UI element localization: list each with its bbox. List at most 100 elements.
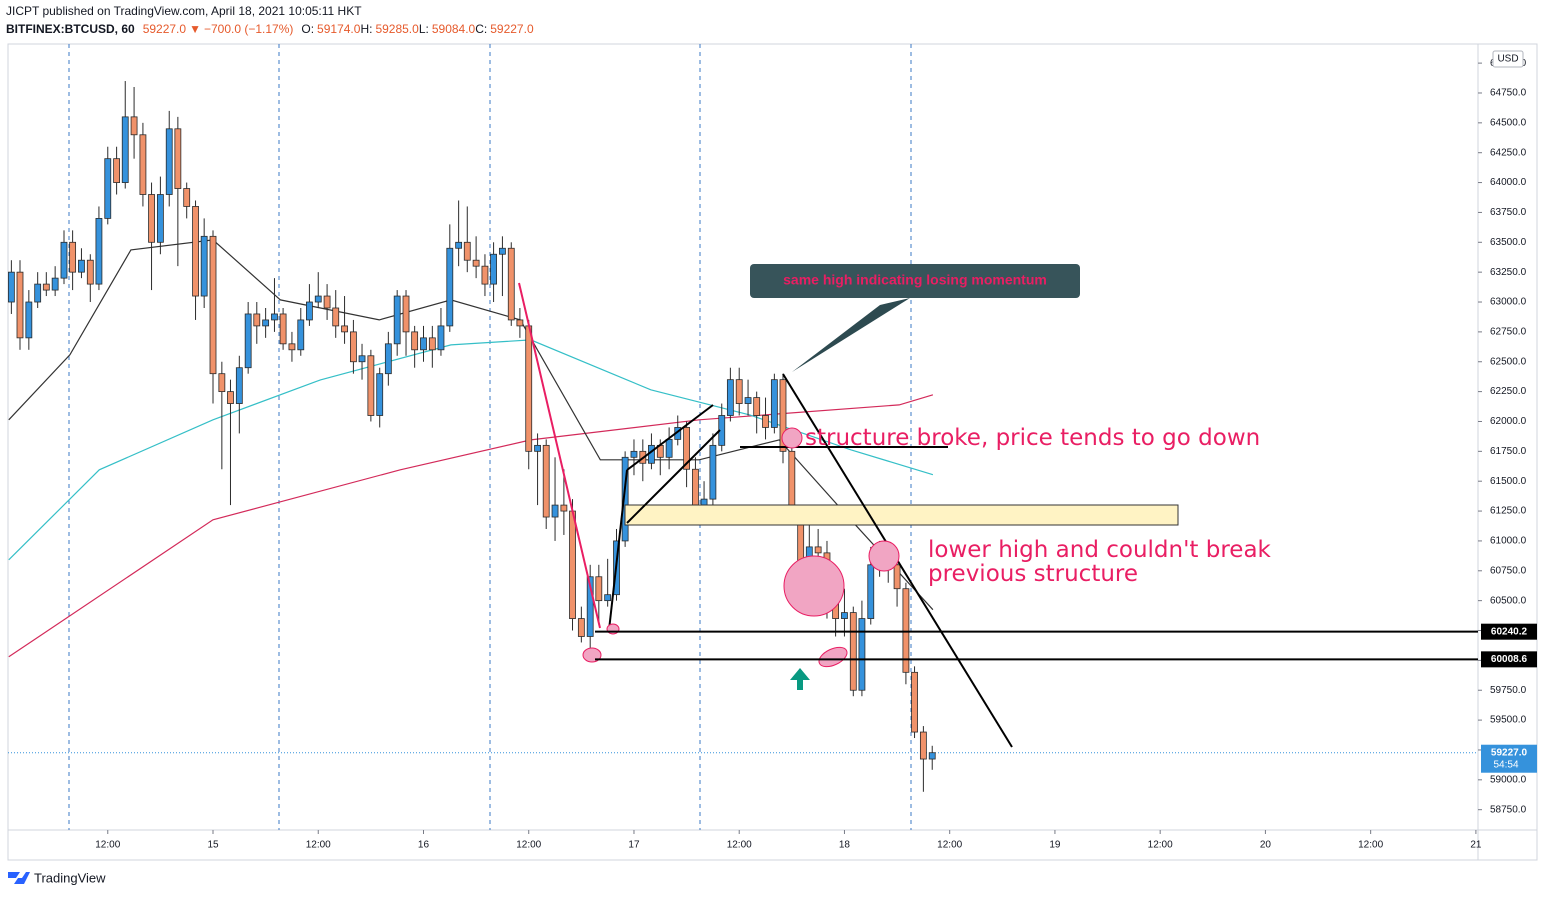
- y-tick-label: 61750.0: [1490, 446, 1527, 457]
- y-tick-label: 62000.0: [1490, 416, 1527, 427]
- candle-body: [16, 271, 24, 339]
- callout-text: same high indicating losing momentum: [783, 272, 1047, 288]
- candle-body: [420, 337, 427, 351]
- candle-body: [709, 444, 717, 500]
- candle-body: [867, 564, 875, 619]
- candle-body: [595, 576, 603, 602]
- candle-body: [78, 259, 85, 273]
- candle-body: [902, 588, 910, 673]
- level-label-bg: [1481, 623, 1537, 640]
- candle-body: [253, 313, 261, 327]
- candle-body: [262, 319, 270, 327]
- candle-body: [306, 301, 313, 321]
- candle-body: [358, 355, 366, 363]
- callout-pointer: [792, 298, 910, 372]
- x-tick-label: 17: [628, 840, 640, 851]
- x-tick-label: 18: [839, 840, 851, 851]
- candle-body: [200, 235, 208, 297]
- candle-body: [235, 367, 243, 404]
- candle-body: [753, 397, 761, 416]
- quote-part: C:: [475, 22, 487, 36]
- candle-body: [726, 379, 734, 416]
- quote-part: BITFINEX:BTCUSD, 60: [6, 22, 135, 36]
- y-tick-label: 60750.0: [1490, 565, 1527, 576]
- y-tick-label: 64750.0: [1490, 88, 1527, 99]
- published-line: JICPT published on TradingView.com, Apri…: [6, 4, 362, 18]
- candle-body: [814, 546, 822, 554]
- candle-body: [8, 271, 15, 303]
- zone: [624, 504, 1179, 526]
- candle-body: [911, 671, 918, 733]
- y-tick-label: 62500.0: [1490, 356, 1527, 367]
- candle-body: [411, 331, 419, 351]
- candle-body: [34, 283, 42, 303]
- trend-line: [626, 404, 714, 471]
- plot: [8, 81, 1478, 792]
- candle-body: [849, 612, 857, 691]
- candle-body: [700, 498, 708, 506]
- candle-body: [463, 241, 471, 261]
- y-tick-label: 61250.0: [1490, 506, 1527, 517]
- countdown: 54:54: [1493, 759, 1518, 770]
- y-tick-label: 64000.0: [1490, 177, 1527, 188]
- candle-body: [183, 188, 191, 207]
- candle-body: [51, 277, 59, 291]
- up-arrow: [790, 668, 810, 690]
- candle-body: [481, 265, 489, 285]
- candle-body: [121, 116, 129, 183]
- quote-part: O:: [301, 22, 314, 36]
- footer-brand: TradingView: [34, 870, 106, 885]
- annotation: structure broke, price tends to go down: [805, 425, 1261, 451]
- x-tick-label: 12:00: [1358, 840, 1383, 851]
- quote-part: H:: [360, 22, 372, 36]
- marker-circle: [818, 646, 848, 668]
- callout-box: [750, 264, 1080, 298]
- chart-frame: [7, 43, 1538, 861]
- candle-body: [25, 301, 33, 339]
- quote-part: 59084.0: [432, 22, 476, 36]
- candle-body: [244, 313, 252, 369]
- last-price-label: 59227.0: [1491, 747, 1528, 758]
- quote-part: 59285.0: [375, 22, 419, 36]
- quote-part: 59227.0: [143, 22, 187, 36]
- drawings: same high indicating losing momentum: [518, 264, 1179, 748]
- level-label-bg: [1481, 651, 1537, 668]
- x-tick-label: 12:00: [306, 840, 331, 851]
- candle-body: [42, 283, 50, 291]
- y-tick-label: 59500.0: [1490, 715, 1527, 726]
- candle-body: [139, 134, 147, 195]
- candle-body: [893, 564, 901, 590]
- candle-body: [542, 444, 550, 518]
- y-tick-label: 61000.0: [1490, 536, 1527, 547]
- axes: 58750.059000.059250.059500.059750.060000…: [95, 58, 1526, 851]
- candle-body: [569, 510, 576, 619]
- x-tick-label: 15: [207, 840, 219, 851]
- marker-circle: [781, 427, 803, 449]
- candle-body: [349, 331, 357, 363]
- y-tick-label: 64250.0: [1490, 147, 1527, 158]
- candle-body: [683, 427, 690, 470]
- candle-body: [86, 259, 94, 285]
- candle-body: [402, 295, 410, 333]
- candle-body: [314, 295, 322, 303]
- candle-body: [113, 158, 121, 183]
- level-label: 60008.6: [1491, 654, 1528, 665]
- candle-body: [156, 194, 164, 243]
- candle-body: [95, 218, 103, 285]
- candle-body: [735, 379, 743, 404]
- y-tick-label: 63500.0: [1490, 237, 1527, 248]
- y-tick-label: 60500.0: [1490, 595, 1527, 606]
- candle-body: [165, 128, 173, 195]
- currency-badge: [1492, 50, 1524, 68]
- y-tick-label: 59750.0: [1490, 685, 1527, 696]
- candle-body: [455, 241, 463, 249]
- marker-circle: [783, 555, 845, 617]
- candle-body: [288, 343, 296, 351]
- x-tick-label: 19: [1049, 840, 1061, 851]
- candle-body: [928, 752, 936, 760]
- y-tick-label: 63750.0: [1490, 207, 1527, 218]
- y-tick-label: 62250.0: [1490, 386, 1527, 397]
- candle-body: [367, 355, 375, 416]
- y-tick-label: 61500.0: [1490, 476, 1527, 487]
- candle-body: [692, 468, 699, 506]
